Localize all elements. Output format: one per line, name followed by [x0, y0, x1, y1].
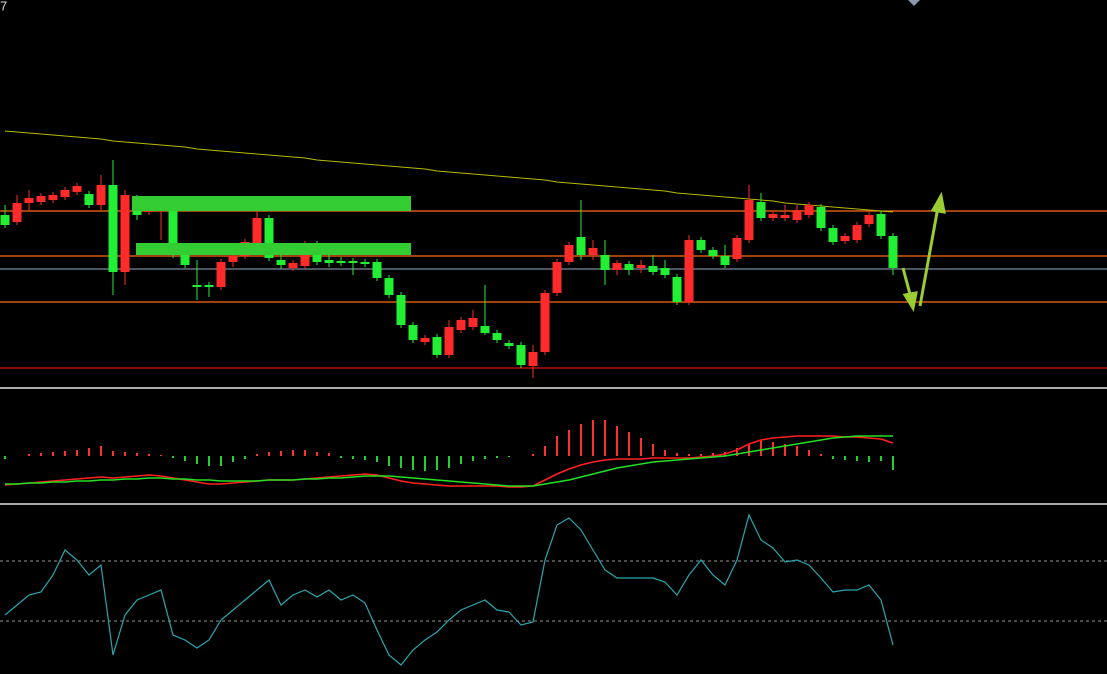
candle-body [636, 265, 646, 268]
candle-body [672, 277, 682, 302]
candle-body [624, 264, 634, 270]
candle-body [408, 325, 418, 340]
candle-body [276, 260, 286, 265]
candle-body [168, 210, 178, 255]
candle-body [804, 205, 814, 215]
candle-body [612, 263, 622, 270]
candle-body [360, 262, 370, 264]
arrow-head [902, 291, 918, 313]
indicator-line [4, 513, 894, 666]
candle-body [216, 262, 226, 287]
candle-body [852, 225, 862, 240]
candle-body [84, 194, 94, 205]
candle-body [528, 352, 538, 366]
candle-body [24, 198, 34, 203]
candle-body [492, 333, 502, 340]
candle-body [444, 327, 454, 355]
candle-body [96, 185, 106, 205]
candle-body [840, 236, 850, 241]
candle-body [36, 196, 46, 202]
candle-body [396, 295, 406, 325]
macd-line [4, 435, 894, 488]
candle-body [696, 240, 706, 250]
candle-body [252, 218, 262, 245]
corner-label: 7 [0, 0, 7, 13]
candle-body [456, 320, 466, 330]
candle-body [708, 250, 718, 256]
candle-body [72, 186, 82, 192]
candle-body [780, 215, 790, 218]
candle-body [372, 262, 382, 278]
candle-body [480, 326, 490, 333]
candle-body [60, 190, 70, 197]
candle-body [204, 285, 214, 287]
candle-body [324, 260, 334, 263]
candle-body [648, 266, 658, 272]
zone-box [132, 196, 411, 211]
candle-body [180, 255, 190, 265]
moving-average [4, 130, 894, 213]
candle-body [876, 214, 886, 236]
zone-box [136, 243, 411, 255]
candle-body [288, 263, 298, 268]
candle-body [516, 345, 526, 365]
candle-body [744, 200, 754, 240]
candle-body [228, 256, 238, 262]
candle-body [756, 202, 766, 218]
candle-body [552, 262, 562, 293]
arrow-up [918, 206, 940, 307]
candle-body [120, 195, 130, 272]
candle-body [792, 210, 802, 220]
candle-body [504, 343, 514, 346]
macd-line [5, 435, 893, 487]
marker-triangle [908, 0, 920, 6]
candle-body [384, 278, 394, 295]
candle-body [336, 261, 346, 263]
candle-body [888, 236, 898, 268]
candle-body [684, 240, 694, 302]
candle-body [864, 215, 874, 224]
candle-body [828, 228, 838, 242]
arrow-head [930, 191, 946, 214]
candle-body [564, 245, 574, 262]
candle-body [816, 207, 826, 228]
candle-body [768, 214, 778, 218]
candle-body [576, 237, 586, 255]
candle-body [432, 337, 442, 355]
candle-body [192, 285, 202, 287]
candle-body [348, 261, 358, 263]
candle-body [420, 338, 430, 342]
candle-body [540, 293, 550, 352]
candle-body [12, 203, 22, 222]
candle-body [720, 256, 730, 265]
candle-body [108, 185, 118, 272]
candle-body [732, 238, 742, 259]
candle-body [264, 218, 274, 258]
arrows [901, 191, 946, 313]
candle-body [468, 318, 478, 327]
candle-body [660, 268, 670, 275]
candle-body [600, 255, 610, 270]
candle-body [0, 215, 10, 225]
candle-body [48, 195, 58, 200]
candle-body [588, 248, 598, 255]
